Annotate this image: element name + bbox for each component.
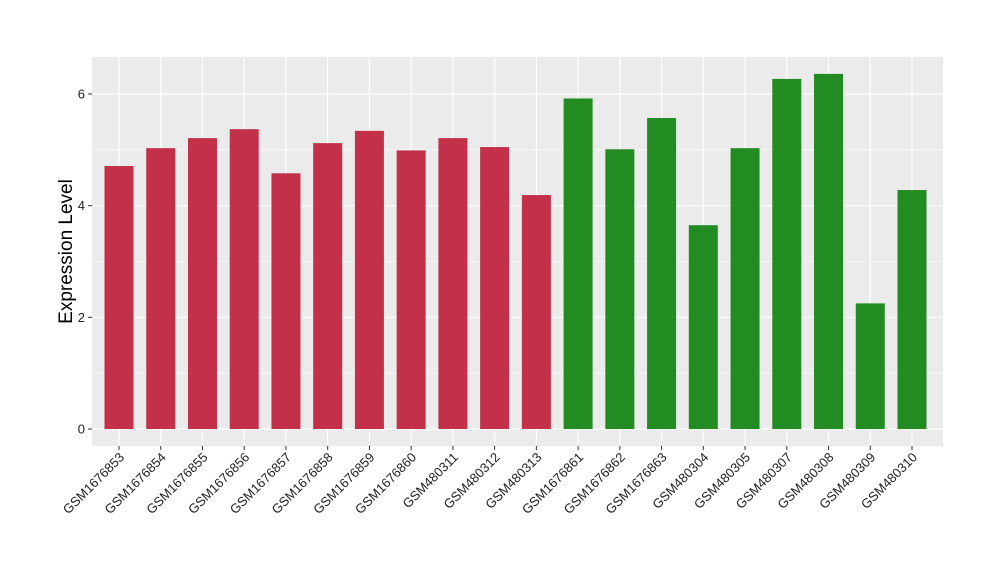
bar-GSM1676853 [104, 166, 134, 429]
bar-GSM1676859 [354, 130, 384, 429]
bars [104, 73, 927, 430]
y-tick-label: 2 [78, 310, 85, 325]
bar-GSM1676860 [396, 150, 426, 429]
y-axis: 0 2 4 6 [78, 87, 92, 437]
bar-GSM1676854 [146, 148, 176, 430]
x-axis: GSM1676853GSM1676854GSM1676855GSM1676856… [60, 446, 920, 517]
bar-GSM480313 [521, 195, 551, 429]
bar-GSM1676856 [229, 129, 259, 430]
bar-GSM480309 [855, 303, 885, 429]
bar-GSM1676855 [187, 138, 217, 429]
bar-GSM480308 [814, 73, 844, 430]
bar-GSM480312 [480, 147, 510, 429]
bar-GSM1676863 [647, 118, 677, 429]
bar-GSM480311 [438, 138, 468, 429]
y-tick-label: 0 [78, 422, 85, 437]
y-tick-label: 4 [78, 198, 85, 213]
bar-GSM1676857 [271, 173, 301, 429]
y-axis-title: Expression Level [56, 179, 77, 324]
bar-GSM1676858 [313, 143, 343, 429]
y-tick-label: 6 [78, 87, 85, 102]
bar-GSM1676862 [605, 149, 635, 429]
bar-GSM480305 [730, 148, 760, 430]
bar-GSM1676861 [563, 98, 593, 429]
bar-GSM480304 [688, 225, 718, 429]
bar-GSM480307 [772, 78, 802, 430]
bar-GSM480310 [897, 190, 927, 429]
